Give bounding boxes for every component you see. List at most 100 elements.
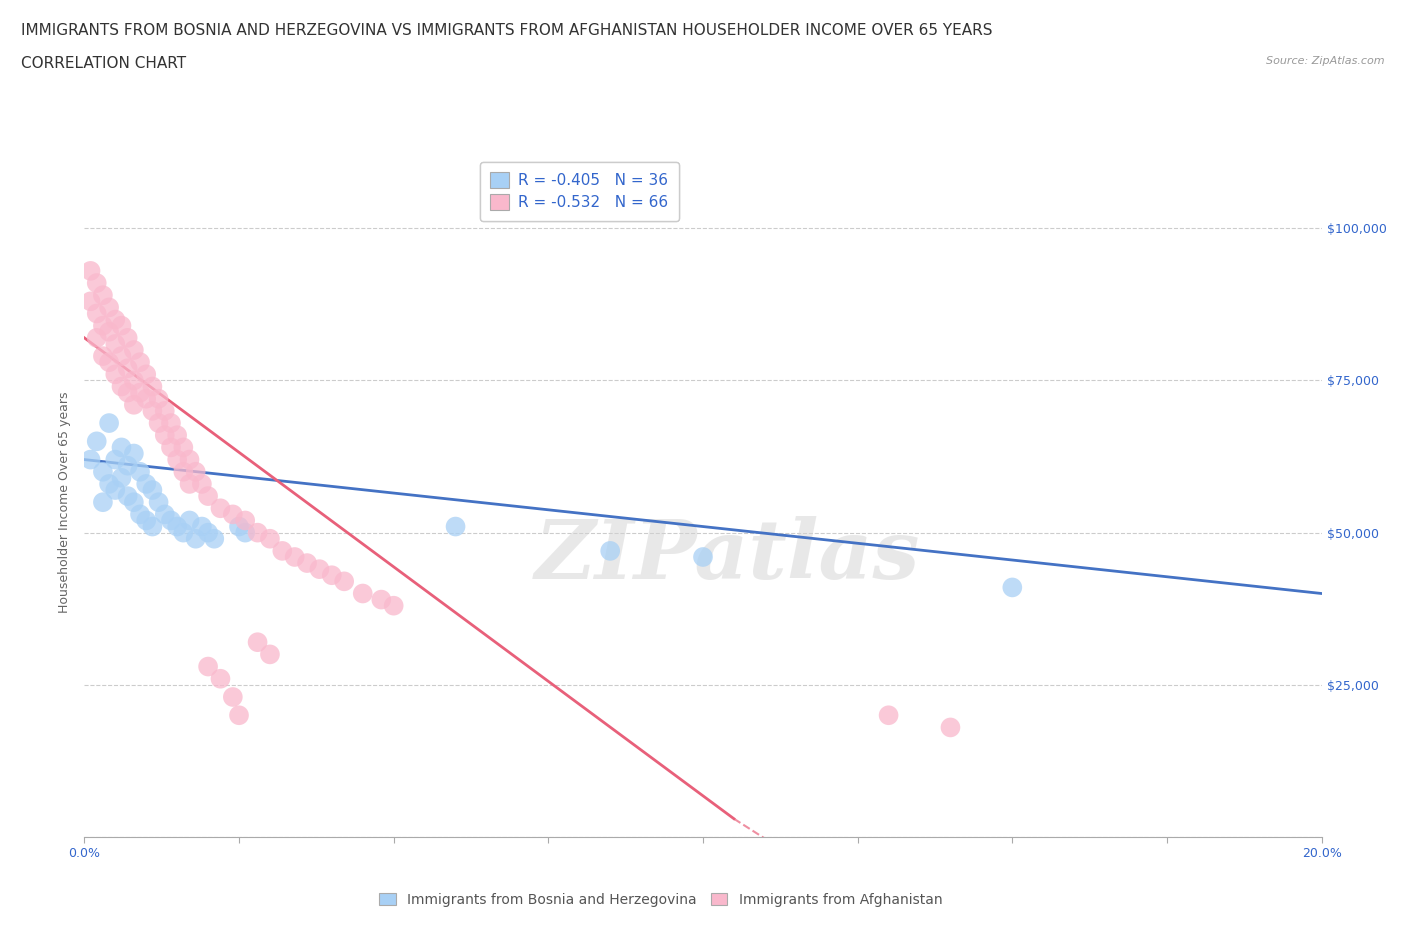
Point xyxy=(91,349,114,364)
Point xyxy=(246,525,269,540)
Point xyxy=(117,330,139,345)
Point xyxy=(153,404,176,418)
Point xyxy=(86,275,108,290)
Point xyxy=(228,708,250,723)
Text: Source: ZipAtlas.com: Source: ZipAtlas.com xyxy=(1267,56,1385,66)
Point xyxy=(117,385,139,400)
Point xyxy=(79,294,101,309)
Point xyxy=(382,598,405,613)
Point xyxy=(110,440,132,455)
Point xyxy=(148,416,170,431)
Point xyxy=(117,458,139,473)
Point xyxy=(129,354,152,369)
Point xyxy=(295,555,318,570)
Point xyxy=(209,501,232,516)
Point xyxy=(179,513,201,528)
Point xyxy=(370,592,392,607)
Point xyxy=(91,318,114,333)
Point xyxy=(86,330,108,345)
Point xyxy=(166,452,188,467)
Point xyxy=(141,379,163,394)
Point xyxy=(98,354,121,369)
Point xyxy=(166,428,188,443)
Point xyxy=(141,404,163,418)
Point xyxy=(184,531,207,546)
Point xyxy=(197,488,219,503)
Point xyxy=(939,720,962,735)
Point xyxy=(110,349,132,364)
Point xyxy=(153,428,176,443)
Point xyxy=(86,306,108,321)
Point xyxy=(233,525,256,540)
Point xyxy=(179,476,201,491)
Point xyxy=(246,635,269,650)
Point xyxy=(153,507,176,522)
Point xyxy=(91,287,114,302)
Point xyxy=(135,476,157,491)
Point xyxy=(228,519,250,534)
Point xyxy=(179,452,201,467)
Point xyxy=(259,647,281,662)
Point xyxy=(104,337,127,352)
Point xyxy=(79,452,101,467)
Point xyxy=(98,476,121,491)
Point xyxy=(233,513,256,528)
Point xyxy=(160,513,183,528)
Point xyxy=(877,708,900,723)
Point xyxy=(104,452,127,467)
Point xyxy=(135,367,157,382)
Point xyxy=(321,568,343,583)
Point xyxy=(129,507,152,522)
Point xyxy=(202,531,225,546)
Point xyxy=(110,379,132,394)
Point xyxy=(79,263,101,278)
Point xyxy=(91,495,114,510)
Point xyxy=(172,440,194,455)
Point xyxy=(122,373,145,388)
Point xyxy=(222,689,245,704)
Point xyxy=(141,483,163,498)
Text: IMMIGRANTS FROM BOSNIA AND HERZEGOVINA VS IMMIGRANTS FROM AFGHANISTAN HOUSEHOLDE: IMMIGRANTS FROM BOSNIA AND HERZEGOVINA V… xyxy=(21,23,993,38)
Text: CORRELATION CHART: CORRELATION CHART xyxy=(21,56,186,71)
Point xyxy=(148,495,170,510)
Point xyxy=(122,397,145,412)
Text: ZIPatlas: ZIPatlas xyxy=(536,516,921,596)
Point xyxy=(122,495,145,510)
Point xyxy=(122,446,145,461)
Point xyxy=(166,519,188,534)
Point xyxy=(222,507,245,522)
Point xyxy=(197,525,219,540)
Point xyxy=(98,416,121,431)
Point xyxy=(86,434,108,449)
Point xyxy=(1001,580,1024,595)
Point xyxy=(184,464,207,479)
Point xyxy=(191,519,214,534)
Point xyxy=(197,659,219,674)
Point xyxy=(117,488,139,503)
Point xyxy=(91,464,114,479)
Point xyxy=(284,550,307,565)
Point xyxy=(191,476,214,491)
Point xyxy=(110,471,132,485)
Point xyxy=(129,464,152,479)
Y-axis label: Householder Income Over 65 years: Householder Income Over 65 years xyxy=(58,392,72,613)
Point xyxy=(135,513,157,528)
Point xyxy=(141,519,163,534)
Point xyxy=(259,531,281,546)
Point xyxy=(160,416,183,431)
Point xyxy=(135,392,157,406)
Point xyxy=(104,367,127,382)
Point xyxy=(692,550,714,565)
Point xyxy=(333,574,356,589)
Point xyxy=(148,392,170,406)
Point xyxy=(444,519,467,534)
Legend: Immigrants from Bosnia and Herzegovina, Immigrants from Afghanistan: Immigrants from Bosnia and Herzegovina, … xyxy=(373,886,949,914)
Point xyxy=(104,312,127,327)
Point xyxy=(599,543,621,558)
Point xyxy=(104,483,127,498)
Point xyxy=(172,464,194,479)
Point xyxy=(308,562,330,577)
Point xyxy=(110,318,132,333)
Point xyxy=(352,586,374,601)
Point xyxy=(271,543,294,558)
